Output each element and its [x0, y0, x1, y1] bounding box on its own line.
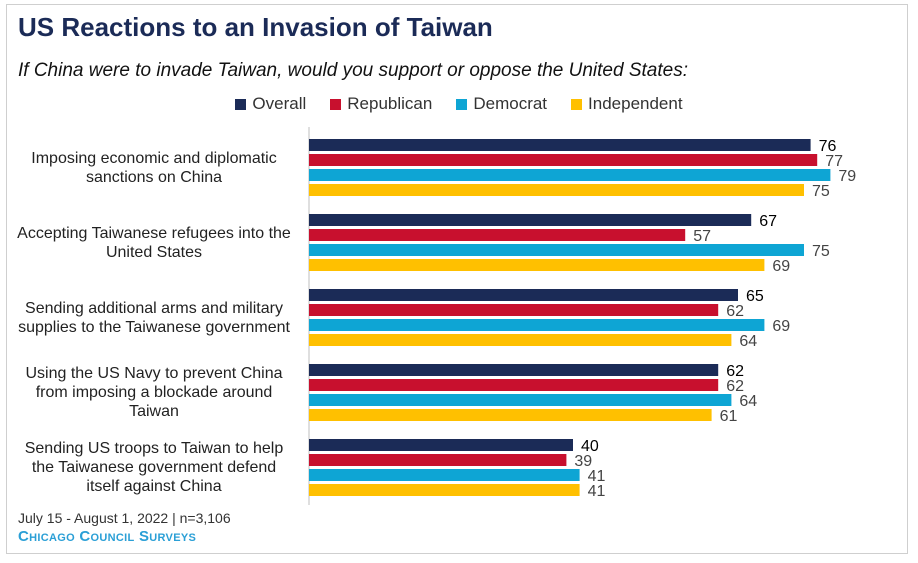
data-label: 79: [838, 168, 856, 185]
category-label: Sending additional arms and military sup…: [18, 299, 290, 336]
data-label: 62: [726, 303, 744, 320]
data-label: 69: [772, 258, 790, 275]
category-label: Using the US Navy to prevent China from …: [25, 365, 283, 420]
data-label: 69: [772, 318, 790, 335]
data-label: 77: [825, 153, 843, 170]
survey-note: July 15 - August 1, 2022 | n=3,106: [18, 510, 231, 526]
bar-republican: [309, 304, 719, 316]
bar-democrat: [309, 394, 732, 406]
source-label: Chicago Council Surveys: [18, 528, 197, 545]
bar-democrat: [309, 319, 765, 331]
legend-label: Independent: [588, 94, 683, 113]
category-label: Imposing economic and diplomatic sanctio…: [31, 149, 277, 186]
bar-independent: [309, 184, 804, 196]
category-label: Sending US troops to Taiwan to help the …: [24, 440, 284, 495]
data-label: 40: [581, 438, 599, 455]
data-label: 65: [746, 288, 764, 305]
legend-label: Republican: [347, 94, 433, 113]
chart-title: US Reactions to an Invasion of Taiwan: [18, 12, 493, 42]
data-label: 64: [739, 333, 757, 350]
data-label: 67: [759, 213, 777, 230]
data-label: 75: [812, 243, 830, 260]
data-label: 39: [574, 453, 592, 470]
bar-republican: [309, 454, 567, 466]
bar-overall: [309, 214, 752, 226]
data-label: 75: [812, 183, 830, 200]
data-label: 62: [726, 378, 744, 395]
legend-swatch: [571, 98, 583, 110]
legend-item-overall: Overall: [235, 94, 306, 114]
bar-independent: [309, 484, 580, 496]
bar-independent: [309, 259, 765, 271]
data-label: 61: [720, 408, 738, 425]
legend-item-republican: Republican: [330, 94, 432, 114]
bar-republican: [309, 229, 686, 241]
category-label: Accepting Taiwanese refugees into the Un…: [17, 224, 291, 261]
bar-democrat: [309, 469, 580, 481]
bar-republican: [309, 154, 818, 166]
bar-republican: [309, 379, 719, 391]
legend-item-independent: Independent: [571, 94, 683, 114]
data-label: 64: [739, 393, 757, 410]
chart-subtitle: If China were to invade Taiwan, would yo…: [18, 60, 688, 81]
legend-swatch: [330, 98, 342, 110]
bar-overall: [309, 364, 719, 376]
legend-swatch: [235, 98, 247, 110]
bar-overall: [309, 439, 573, 451]
legend-label: Overall: [252, 94, 307, 113]
bar-democrat: [309, 169, 831, 181]
bar-democrat: [309, 244, 804, 256]
legend: Overall Republican Democrat Independent: [0, 94, 918, 114]
bar-independent: [309, 334, 732, 346]
data-label: 57: [693, 228, 711, 245]
bar-independent: [309, 409, 712, 421]
bar-overall: [309, 289, 738, 301]
legend-swatch: [456, 98, 468, 110]
bar-overall: [309, 139, 811, 151]
data-label: 41: [588, 468, 606, 485]
legend-label: Democrat: [473, 94, 548, 113]
data-label: 62: [726, 363, 744, 380]
legend-item-democrat: Democrat: [456, 94, 547, 114]
data-label: 76: [819, 138, 837, 155]
data-label: 41: [588, 483, 606, 500]
